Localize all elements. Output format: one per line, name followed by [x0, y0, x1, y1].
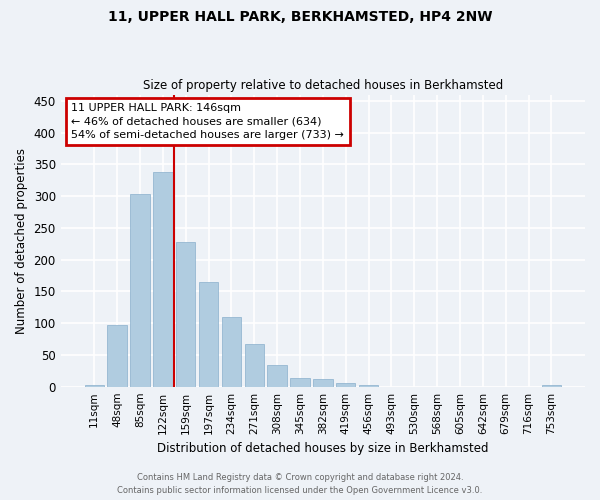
- Bar: [245, 344, 264, 387]
- Title: Size of property relative to detached houses in Berkhamsted: Size of property relative to detached ho…: [143, 79, 503, 92]
- X-axis label: Distribution of detached houses by size in Berkhamsted: Distribution of detached houses by size …: [157, 442, 488, 455]
- Bar: [542, 385, 561, 386]
- Bar: [176, 242, 196, 386]
- Bar: [107, 325, 127, 386]
- Bar: [130, 194, 149, 386]
- Bar: [336, 383, 355, 386]
- Bar: [85, 385, 104, 386]
- Bar: [221, 318, 241, 386]
- Y-axis label: Number of detached properties: Number of detached properties: [15, 148, 28, 334]
- Bar: [313, 379, 332, 386]
- Bar: [199, 282, 218, 387]
- Bar: [153, 172, 173, 386]
- Bar: [290, 378, 310, 386]
- Text: 11 UPPER HALL PARK: 146sqm
← 46% of detached houses are smaller (634)
54% of sem: 11 UPPER HALL PARK: 146sqm ← 46% of deta…: [71, 104, 344, 140]
- Text: 11, UPPER HALL PARK, BERKHAMSTED, HP4 2NW: 11, UPPER HALL PARK, BERKHAMSTED, HP4 2N…: [108, 10, 492, 24]
- Text: Contains HM Land Registry data © Crown copyright and database right 2024.
Contai: Contains HM Land Registry data © Crown c…: [118, 474, 482, 495]
- Bar: [268, 365, 287, 386]
